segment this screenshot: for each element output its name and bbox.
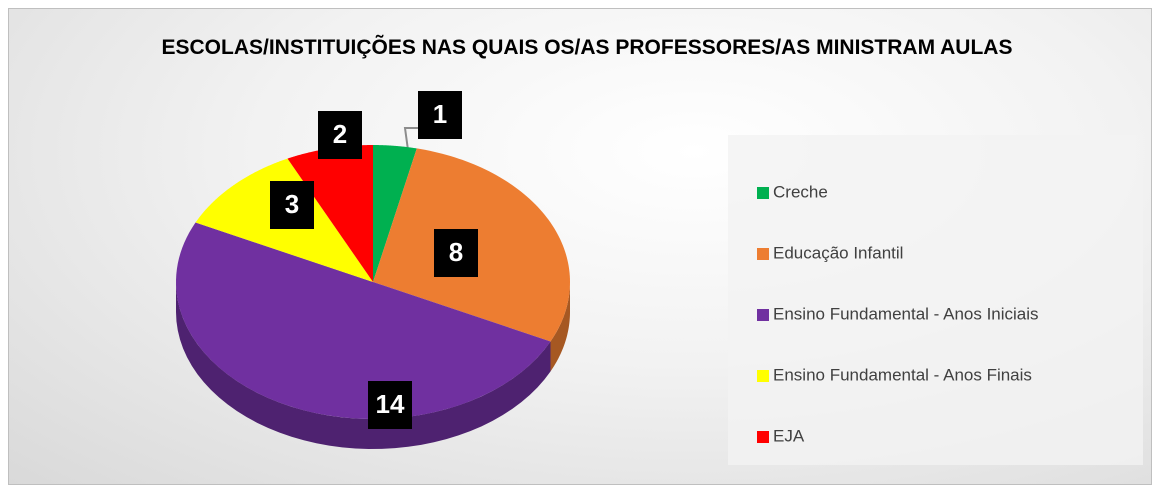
data-label: 2: [333, 119, 347, 149]
legend-label: Creche: [773, 182, 828, 201]
pie-slice: [176, 222, 551, 419]
legend-label: Educação Infantil: [773, 243, 903, 262]
data-label: 8: [449, 237, 463, 267]
legend-swatch: [757, 370, 769, 382]
legend-swatch: [757, 309, 769, 321]
legend-swatch: [757, 248, 769, 260]
data-label: 3: [285, 189, 299, 219]
data-label: 1: [433, 99, 447, 129]
pie-side: [176, 282, 551, 449]
data-label: 14: [376, 389, 405, 419]
legend-swatch: [757, 187, 769, 199]
data-label-box: [270, 181, 314, 229]
legend-label: EJA: [773, 426, 805, 445]
legend-label: Ensino Fundamental - Anos Finais: [773, 365, 1032, 384]
legend-label: Ensino Fundamental - Anos Iniciais: [773, 304, 1039, 323]
chart-title: ESCOLAS/INSTITUIÇÕES NAS QUAIS OS/AS PRO…: [161, 36, 1013, 59]
data-label-box: [368, 381, 412, 429]
pie-slice: [287, 145, 373, 282]
data-label-box: [434, 229, 478, 277]
data-label-box: [318, 111, 362, 159]
pie-slice: [373, 145, 417, 282]
legend-box: [728, 135, 1143, 465]
pie-side: [550, 282, 570, 372]
data-label-box: [418, 91, 462, 139]
legend-swatch: [757, 431, 769, 443]
